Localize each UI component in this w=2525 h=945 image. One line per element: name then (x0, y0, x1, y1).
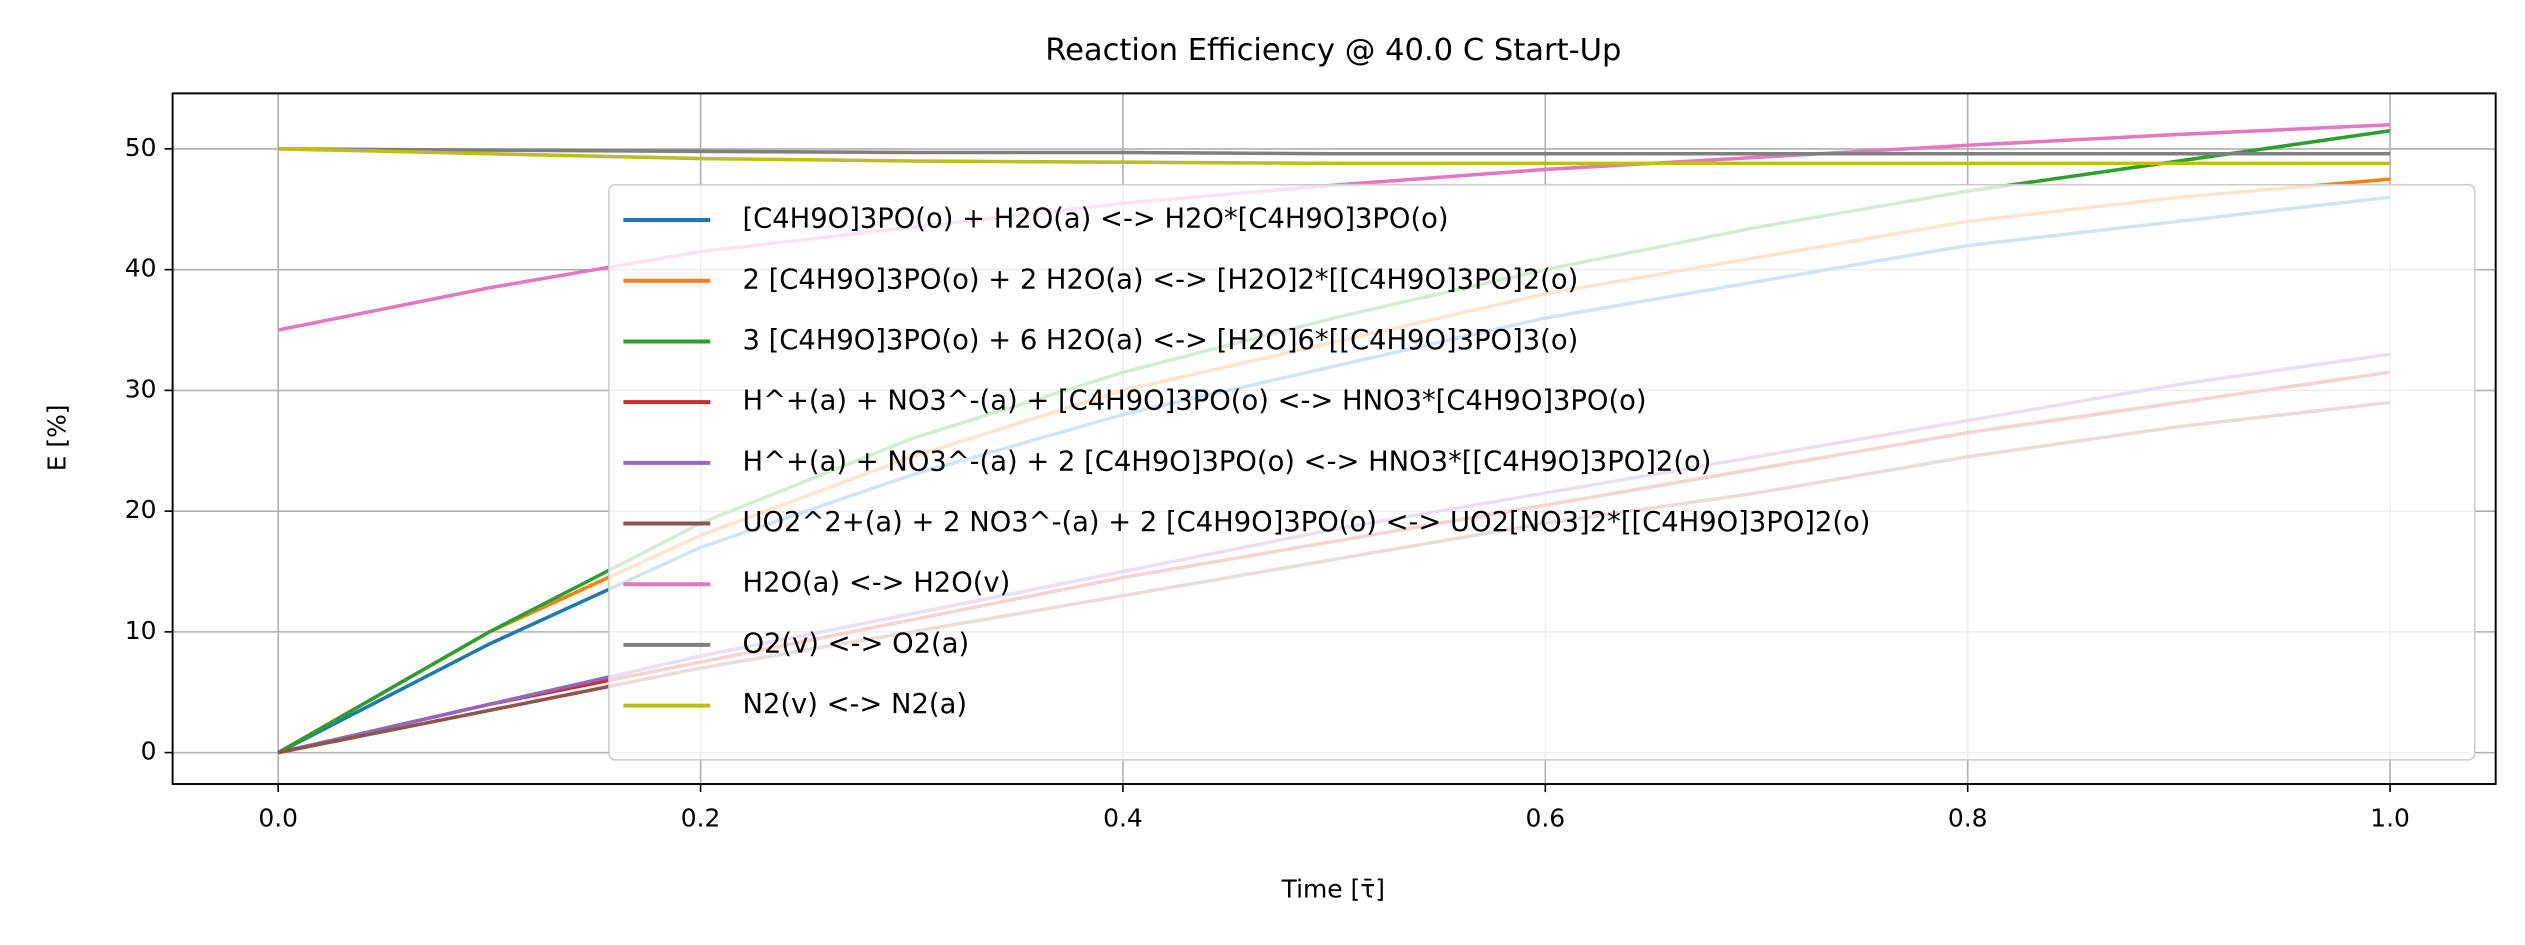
y-tick-label: 20 (125, 495, 157, 524)
y-tick-label: 10 (125, 616, 157, 645)
legend-label: 2 [C4H9O]3PO(o) + 2 H2O(a) <-> [H2O]2*[[… (743, 264, 1579, 295)
legend-label: H^+(a) + NO3^-(a) + [C4H9O]3PO(o) <-> HN… (743, 386, 1647, 417)
x-axis-label: Time [τ̄] (1281, 874, 1385, 903)
x-tick-label: 0.4 (1103, 803, 1143, 832)
legend-label: 3 [C4H9O]3PO(o) + 6 H2O(a) <-> [H2O]6*[[… (743, 325, 1579, 356)
y-axis-label: E [%] (42, 404, 71, 471)
x-tick-label: 1.0 (2370, 803, 2410, 832)
series-line (278, 147, 2391, 156)
legend-label: O2(v) <-> O2(a) (743, 628, 970, 659)
legend-label: UO2^2+(a) + 2 NO3^-(a) + 2 [C4H9O]3PO(o)… (743, 507, 1871, 538)
chart-title: Reaction Efficiency @ 40.0 C Start-Up (1045, 33, 1621, 68)
legend-label: H2O(a) <-> H2O(v) (743, 568, 1011, 599)
x-tick-label: 0.2 (681, 803, 721, 832)
y-tick-label: 50 (125, 133, 157, 162)
y-tick-label: 40 (125, 254, 157, 283)
y-tick-label: 30 (125, 374, 157, 403)
series-line (278, 147, 2391, 166)
x-tick-label: 0.6 (1525, 803, 1565, 832)
x-tick-label: 0.0 (258, 803, 298, 832)
plot-frame (171, 92, 2497, 785)
legend-label: H^+(a) + NO3^-(a) + 2 [C4H9O]3PO(o) <-> … (743, 446, 1712, 477)
x-tick-label: 0.8 (1948, 803, 1988, 832)
legend-label: N2(v) <-> N2(a) (743, 689, 968, 720)
legend: [C4H9O]3PO(o) + H2O(a) <-> H2O*[C4H9O]3P… (608, 183, 2476, 761)
y-tick-label: 0 (141, 737, 157, 766)
ticks: 0.0 0.2 0.4 0.6 0.8 1.0 0 10 20 30 40 50 (125, 133, 2410, 833)
legend-frame (608, 183, 2476, 761)
legend-label: [C4H9O]3PO(o) + H2O(a) <-> H2O*[C4H9O]3P… (743, 204, 1449, 235)
